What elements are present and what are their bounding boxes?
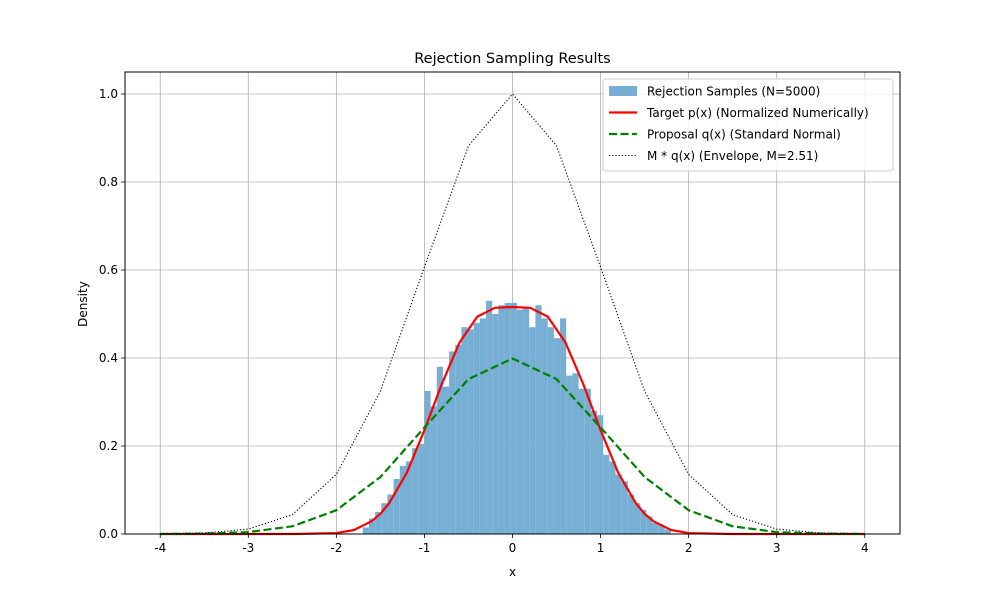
histogram-bar [566, 375, 573, 534]
legend-box [602, 78, 894, 172]
histogram-bar [621, 481, 628, 534]
histogram-bar [584, 388, 591, 534]
x-tick-label: -4 [154, 541, 166, 555]
histogram-bar [634, 503, 641, 534]
x-tick-label: -2 [330, 541, 342, 555]
histogram-bar [424, 391, 431, 534]
x-tick-label: -1 [418, 541, 430, 555]
histogram-bar [412, 448, 419, 534]
y-tick-label: 0.6 [99, 263, 118, 277]
histogram-bar [560, 318, 567, 534]
y-tick-label: 0.4 [99, 351, 118, 365]
x-tick-label: 0 [509, 541, 517, 555]
legend-swatch [609, 86, 637, 96]
x-axis-label: x [509, 565, 516, 579]
histogram-bar [405, 461, 413, 534]
histogram-bar [535, 305, 542, 534]
legend-label: M * q(x) (Envelope, M=2.51) [647, 149, 818, 163]
legend-label: Proposal q(x) (Standard Normal) [647, 128, 841, 142]
histogram-bar [572, 373, 579, 534]
histogram-bar [418, 443, 425, 534]
histogram-bar [504, 303, 511, 534]
y-tick-label: 1.0 [99, 87, 118, 101]
chart-title: Rejection Sampling Results [414, 51, 611, 67]
x-tick-label: 1 [597, 541, 605, 555]
histogram-bar [436, 366, 443, 534]
series-lines [160, 93, 865, 536]
histogram-bar [449, 351, 456, 534]
histogram-bar [640, 509, 647, 534]
legend-label: Rejection Samples (N=5000) [647, 85, 820, 99]
histogram-bar [597, 415, 604, 534]
histogram-bar [541, 318, 548, 534]
y-axis-ticks: 0.0 0.2 0.4 0.6 0.8 1.0 [99, 87, 125, 541]
histogram-bar [578, 388, 585, 534]
series-line [160, 93, 865, 535]
histogram-bar [486, 300, 493, 534]
histogram-bar [498, 305, 505, 534]
histogram-bar [492, 314, 499, 534]
histogram-bar [393, 479, 400, 534]
x-tick-label: 2 [685, 541, 693, 555]
series-line [160, 305, 865, 536]
x-axis-ticks: -4 -3 -2 -1 0 1 2 3 4 [154, 534, 869, 555]
histogram-bar [547, 327, 554, 534]
histogram-bar [387, 494, 394, 534]
x-tick-label: 4 [861, 541, 869, 555]
histogram-bar [658, 525, 665, 534]
y-tick-label: 0.0 [99, 527, 118, 541]
histogram-bar [362, 527, 369, 534]
histogram-bar [467, 329, 474, 534]
histogram-bar [652, 523, 659, 534]
histogram-bar [430, 406, 437, 534]
histogram-bar [590, 410, 598, 534]
histogram-bar [553, 338, 561, 534]
histogram-bar [646, 516, 653, 534]
histogram-bar [603, 454, 610, 534]
histogram-bar [523, 307, 530, 534]
histogram-bar [455, 344, 462, 534]
histogram-bar [510, 303, 517, 534]
histogram-bar [627, 494, 635, 534]
histogram-bars [362, 300, 672, 534]
histogram-bar [381, 503, 388, 534]
histogram-bar [473, 322, 480, 534]
histogram-bar [615, 474, 622, 534]
histogram-bar [609, 461, 616, 534]
y-tick-label: 0.8 [99, 175, 118, 189]
histogram-bar [664, 529, 672, 534]
histogram-bar [442, 386, 450, 534]
y-tick-label: 0.2 [99, 439, 118, 453]
histogram-bar [461, 327, 468, 534]
histogram-bar [479, 318, 487, 534]
histogram-bar [375, 512, 382, 534]
x-tick-label: -3 [242, 541, 254, 555]
legend-label: Target p(x) (Normalized Numerically) [646, 106, 869, 120]
y-axis-label: Density [76, 281, 90, 327]
histogram-bar [529, 327, 536, 534]
histogram-bar [516, 309, 524, 534]
histogram-bar [399, 465, 406, 534]
histogram-bar [368, 518, 376, 534]
legend: Rejection Samples (N=5000) Target p(x) (N… [602, 78, 894, 172]
series-line [160, 357, 865, 536]
x-tick-label: 3 [773, 541, 781, 555]
